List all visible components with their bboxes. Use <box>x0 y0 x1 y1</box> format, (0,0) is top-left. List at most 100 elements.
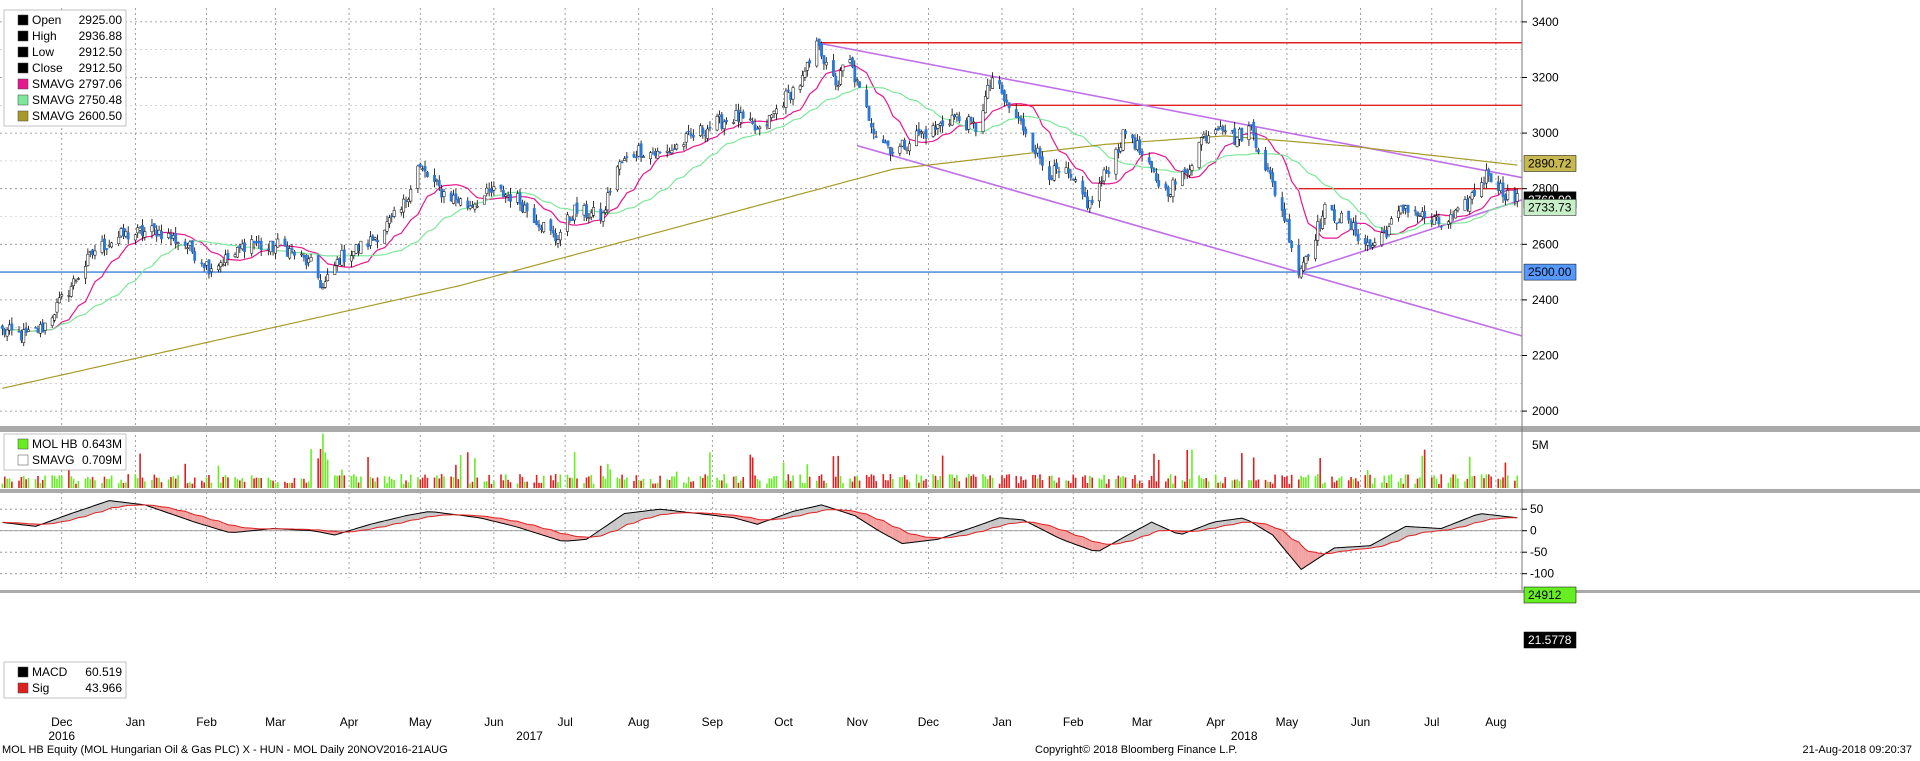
volume-bar <box>970 476 972 488</box>
candle-body <box>293 251 296 256</box>
volume-bar <box>652 483 654 488</box>
macd-histogram-fill <box>1408 526 1416 536</box>
macd-histogram-fill <box>1054 527 1057 537</box>
volume-bar <box>1454 474 1457 488</box>
sma-line <box>1 86 1518 333</box>
x-month-label: Apr <box>1206 715 1225 729</box>
macd-histogram-fill <box>370 523 373 530</box>
candle-body <box>17 331 21 333</box>
macd-histogram-fill <box>1484 514 1487 521</box>
macd-histogram-fill <box>57 517 60 523</box>
candle-body <box>836 85 840 88</box>
macd-histogram-fill <box>121 502 124 507</box>
candle-body <box>300 253 303 256</box>
candle-body <box>1202 133 1206 137</box>
candle-body <box>739 112 743 123</box>
volume-bar <box>1333 482 1336 488</box>
candle-body <box>402 198 406 213</box>
macd-histogram-fill <box>505 519 509 525</box>
macd-histogram-fill <box>1123 536 1126 543</box>
candle-body <box>651 153 655 155</box>
macd-histogram-fill <box>173 508 176 516</box>
macd-lines <box>2 500 1518 571</box>
macd-histogram-fill <box>1085 537 1088 549</box>
volume-bar <box>1070 483 1072 488</box>
volume-bar <box>507 479 509 488</box>
macd-histogram-fill <box>501 518 504 524</box>
macd-histogram-fill <box>517 521 520 528</box>
candle-body <box>224 254 227 263</box>
volume-bar <box>1020 476 1022 488</box>
price-legend-label: SMAVG <box>32 93 74 107</box>
candle-body <box>725 120 728 122</box>
macd-histogram-fill <box>852 511 855 516</box>
macd-histogram-fill <box>190 513 193 522</box>
candle-body <box>848 59 852 63</box>
volume-bar <box>915 474 918 488</box>
macd-histogram-fill <box>1450 523 1454 530</box>
macd-histogram-fill <box>1303 547 1306 568</box>
volume-bar <box>1167 478 1170 488</box>
volume-bar <box>77 480 80 488</box>
candle-body <box>1169 194 1173 197</box>
volume-bar <box>918 482 920 488</box>
macd-histogram-fill <box>368 524 371 530</box>
volume-bar <box>284 481 286 488</box>
candle-body <box>1197 142 1201 168</box>
candle-body <box>865 89 869 108</box>
footer-copyright: Copyright© 2018 Bloomberg Finance L.P. <box>1035 744 1238 756</box>
volume-bar <box>267 477 270 488</box>
macd-histogram-fill <box>1339 547 1342 552</box>
price-legend-swatch <box>17 62 29 74</box>
volume-bar <box>307 481 310 488</box>
macd-histogram-fill <box>1206 523 1209 530</box>
candle-body <box>1090 199 1094 203</box>
candle-body <box>1482 182 1486 185</box>
candle-body <box>3 329 7 335</box>
macd-histogram-fill <box>109 500 112 509</box>
macd-legend-swatch <box>17 682 29 694</box>
volume-bar <box>668 480 671 488</box>
volume-bar <box>1319 458 1321 488</box>
macd-histogram-fill <box>610 518 618 532</box>
volume-bar <box>901 476 904 488</box>
macd-y-tick-label: 0 <box>1530 524 1537 538</box>
volume-bar <box>500 474 502 488</box>
candle-body <box>1465 198 1469 209</box>
candle-body <box>10 323 14 331</box>
candle-body <box>872 128 876 135</box>
macd-histogram-fill <box>819 504 822 512</box>
volume-bar <box>818 475 820 488</box>
sma-line <box>1 64 1518 333</box>
volume-bar <box>1200 478 1203 488</box>
volume-bar <box>37 476 39 488</box>
volume-bar <box>519 474 521 488</box>
candle-body <box>798 85 802 90</box>
candle-body <box>1287 218 1291 243</box>
volume-bar <box>386 483 388 488</box>
volume-bar <box>887 480 889 488</box>
candle-body <box>257 240 261 243</box>
candle-body <box>1252 121 1256 136</box>
candle-body <box>589 212 593 218</box>
panel-separator <box>0 590 1920 593</box>
candle-body <box>1081 180 1085 195</box>
candle-body <box>1221 126 1225 132</box>
candle-body <box>1038 148 1042 159</box>
volume-bar <box>602 476 604 488</box>
candle-body <box>539 227 543 230</box>
candle-body <box>43 322 47 331</box>
volume-bar <box>941 455 944 488</box>
volume-bar <box>685 483 688 488</box>
volume-bar <box>58 475 61 488</box>
candle-body <box>867 106 871 121</box>
macd-histogram-fill <box>534 525 537 534</box>
volume-bar <box>673 476 676 488</box>
macd-histogram-fill <box>102 502 105 512</box>
macd-histogram-fill <box>1417 527 1420 535</box>
candle-body <box>1071 178 1075 181</box>
volume-bar <box>144 481 146 488</box>
candle-body <box>285 246 289 257</box>
volume-bar <box>1065 480 1067 488</box>
volume-bar <box>557 481 559 488</box>
